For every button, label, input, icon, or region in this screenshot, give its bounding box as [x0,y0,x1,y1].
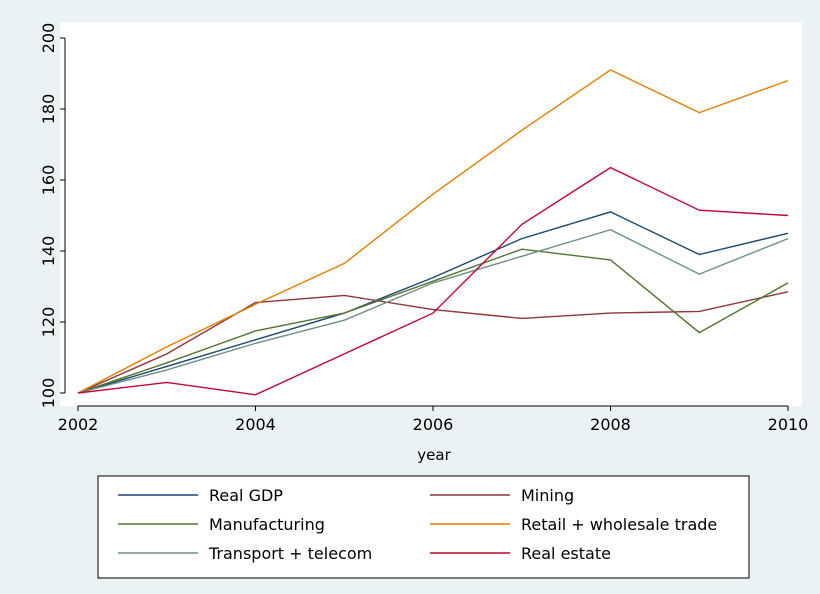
legend-items: Real GDP Mining Manufacturing Retail + whol… [118,486,717,563]
y-tick-label: 180 [39,94,58,125]
legend-label-manufacturing: Manufacturing [209,515,325,534]
plot-area [60,22,802,406]
y-tick-label: 160 [39,165,58,196]
y-axis: 100 120 140 160 180 200 [39,23,66,409]
x-axis: 2002 2004 2006 2008 2010 [58,405,809,434]
y-tick-label: 120 [39,307,58,338]
legend-label-real-gdp: Real GDP [209,486,283,505]
series-lines [77,69,789,396]
y-tick-label: 140 [39,236,58,267]
legend [97,475,750,579]
y-tick-label: 100 [39,378,58,409]
series-line-manufacturing [77,248,789,394]
x-tick-label: 2010 [768,415,809,434]
x-tick-label: 2006 [413,415,454,434]
legend-label-mining: Mining [521,486,574,505]
x-tick-label: 2002 [58,415,99,434]
series-line-real-gdp [77,211,789,394]
x-tick-label: 2004 [235,415,276,434]
legend-label-transport-telecom: Transport + telecom [208,544,372,563]
legend-label-retail-wholesale-trade: Retail + wholesale trade [521,515,717,534]
series-line-mining [77,291,789,394]
x-axis-title: year [417,446,451,464]
series-line-transport-telecom [77,228,789,394]
series-line-retail-wholesale-trade [77,69,789,394]
series-line-real-estate [77,166,789,396]
y-tick-label: 200 [39,23,58,54]
x-tick-label: 2008 [590,415,631,434]
legend-label-real-estate: Real estate [521,544,611,563]
